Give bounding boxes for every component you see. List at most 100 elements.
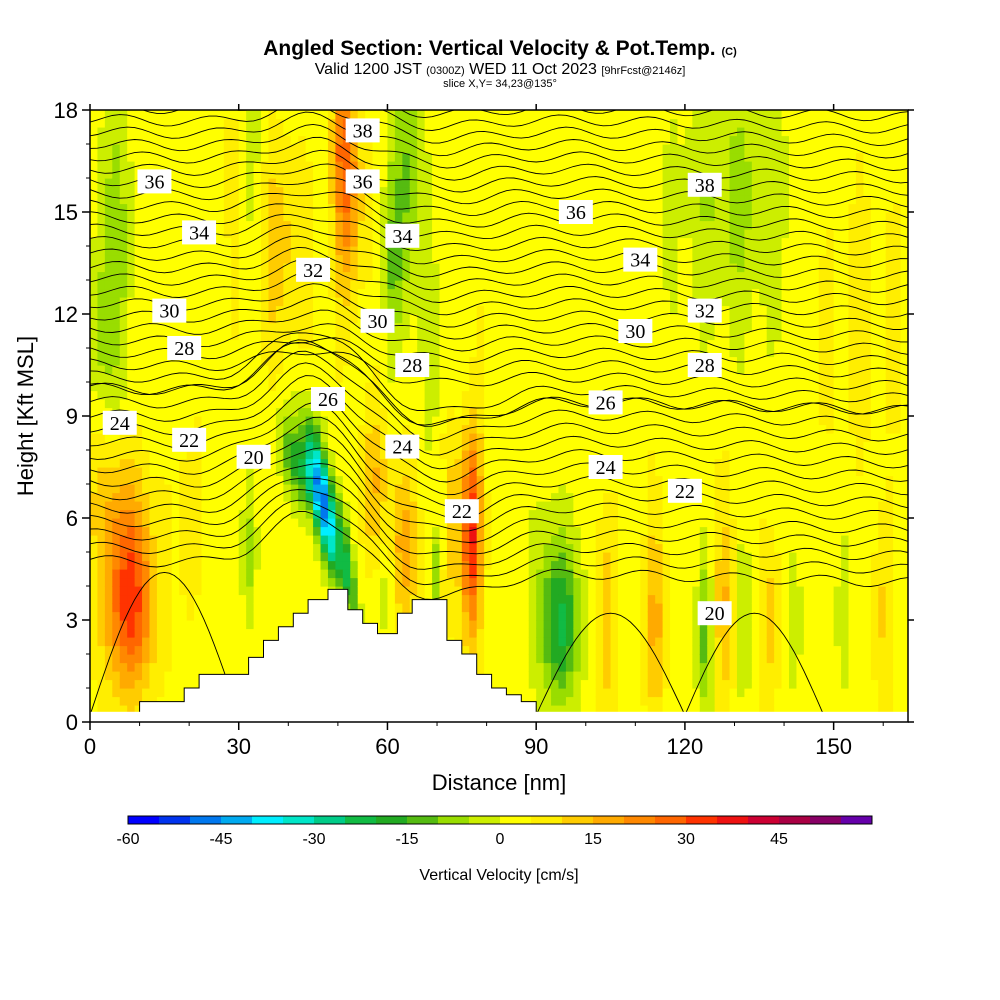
- contour-label: 36: [345, 169, 380, 194]
- contour-label-box: [385, 223, 420, 248]
- colorbar-tick-label: 0: [496, 831, 505, 848]
- isentrope-line: [90, 388, 908, 483]
- colorbar-swatch: [190, 816, 222, 824]
- colorbar-swatch: [252, 816, 284, 824]
- velocity-field: [90, 110, 908, 722]
- chart-title: Angled Section: Vertical Velocity & Pot.…: [0, 37, 1000, 61]
- colorbar-swatch: [283, 816, 315, 824]
- colorbar-swatch: [717, 816, 749, 824]
- y-tick-label: 3: [66, 608, 78, 633]
- y-tick-label: 15: [54, 200, 78, 225]
- contour-label-text: 24: [110, 413, 130, 435]
- contour-label: 34: [182, 220, 217, 245]
- contour-label-box: [687, 172, 722, 197]
- contour-labels: 38 36 34 32 30 28 26 24 22 20 36 34 30 28 24 22 38 36 34 32…: [102, 118, 732, 626]
- colorbar-swatch: [314, 816, 346, 824]
- contour-label-box: [395, 353, 430, 377]
- terrain-profile: [139, 588, 537, 723]
- contour-label-box: [687, 298, 722, 323]
- contour-label-text: 24: [392, 437, 412, 459]
- contour-label: 38: [345, 118, 380, 143]
- contour-label-text: 36: [566, 202, 586, 224]
- contour-label-text: 22: [452, 501, 472, 523]
- isentrope-line: [90, 309, 908, 355]
- contour-label: 32: [296, 257, 331, 282]
- contour-label-box: [102, 410, 137, 435]
- contour-label-box: [588, 390, 623, 415]
- contour-label-box: [588, 455, 623, 479]
- colorbar-tick-label: -15: [395, 831, 418, 848]
- contour-label-box: [360, 308, 395, 333]
- colorbar-swatch: [376, 816, 408, 824]
- y-tick-label: 6: [66, 506, 78, 531]
- isentrope-line: [90, 362, 908, 456]
- x-tick-label: 120: [667, 734, 704, 759]
- isentrope-line: [535, 612, 686, 716]
- isentrope-line: [90, 402, 908, 496]
- zulu-time: (0300Z): [426, 65, 465, 77]
- contour-label: 20: [697, 601, 732, 626]
- isentrope-line: [90, 431, 908, 520]
- contour-label-text: 34: [392, 226, 412, 248]
- contour-label: 26: [588, 390, 623, 415]
- contour-label: 22: [667, 478, 702, 503]
- contour-label-text: 30: [368, 311, 388, 333]
- contour-label-box: [167, 336, 202, 360]
- x-tick-label: 90: [524, 734, 548, 759]
- isentrope-line: [90, 56, 908, 96]
- isentrope-line: [90, 332, 908, 411]
- contour-label-box: [687, 353, 722, 377]
- contour-label-text: 30: [625, 321, 645, 343]
- isentrope-line: [400, 110, 908, 122]
- isentrope-line: [90, 416, 908, 508]
- isentrope-line: [90, 571, 240, 716]
- x-tick-label: 30: [226, 734, 250, 759]
- isentrope-line: [90, 224, 908, 268]
- isentrope-line: [684, 612, 825, 716]
- contour-label-text: 22: [179, 430, 199, 452]
- contour-label-text: 36: [144, 171, 164, 193]
- contour-label-box: [345, 118, 380, 143]
- x-tick-label: 150: [815, 734, 852, 759]
- contour-label-text: 38: [353, 120, 373, 142]
- contour-label: 28: [687, 353, 722, 377]
- contour-label-box: [667, 478, 702, 503]
- colorbar-swatch: [159, 816, 191, 824]
- colorbar-swatch: [438, 816, 470, 824]
- y-tick-label: 0: [66, 710, 78, 735]
- contour-label-text: 26: [596, 392, 616, 414]
- isentrope-line: [90, 510, 908, 600]
- isentrope-line: [90, 149, 908, 196]
- contour-label-text: 32: [695, 301, 715, 323]
- contour-label-box: [444, 499, 479, 524]
- colorbar-tick-label: -60: [116, 831, 139, 848]
- contour-label-text: 30: [159, 301, 179, 323]
- valid-time: Valid 1200 JST: [314, 61, 422, 78]
- contour-label-text: 36: [353, 171, 373, 193]
- isentrope-line: [90, 350, 908, 442]
- contour-label: 30: [152, 298, 187, 323]
- colorbar-tick-label: 45: [770, 831, 788, 848]
- contour-label-text: 28: [174, 338, 194, 360]
- isentrope-line: [90, 177, 908, 219]
- colorbar-swatch: [593, 816, 625, 824]
- colorbar-swatch: [469, 816, 501, 824]
- chart-title-text: Angled Section: Vertical Velocity & Pot.…: [263, 37, 716, 60]
- contour-label: 20: [236, 444, 271, 469]
- y-tick-label: 9: [66, 404, 78, 429]
- contour-label-text: 38: [695, 175, 715, 197]
- contour-label-text: 26: [318, 389, 338, 411]
- contour-label: 22: [172, 427, 207, 452]
- contour-label: 26: [310, 387, 345, 411]
- colorbar-swatch: [841, 816, 873, 824]
- contour-label: 24: [385, 434, 420, 459]
- contour-label-box: [182, 220, 217, 245]
- contour-label-box: [623, 247, 658, 272]
- contour-label: 28: [395, 353, 430, 377]
- colorbar-label: Vertical Velocity [cm/s]: [419, 867, 578, 884]
- contour-label-box: [137, 169, 172, 194]
- valid-date: WED 11 Oct 2023: [469, 61, 597, 78]
- contour-label-box: [697, 601, 732, 626]
- isentrope-line: [90, 296, 908, 343]
